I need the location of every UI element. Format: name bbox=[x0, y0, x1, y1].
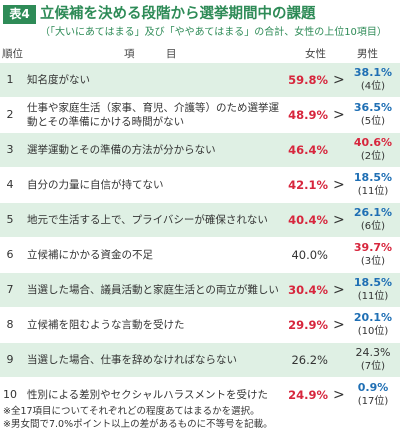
rank-number: 10 bbox=[3, 388, 17, 401]
rank-number: 6 bbox=[6, 248, 14, 261]
table-row: 9 当選した場合、仕事を辞めなければならない 26.2% 24.3% (7位) bbox=[0, 343, 400, 378]
table-number-badge: 表4 bbox=[3, 5, 36, 24]
rank-number: 2 bbox=[6, 108, 14, 121]
female-value: 30.4% bbox=[288, 283, 328, 297]
column-header-rank: 順位 bbox=[2, 48, 23, 60]
ranking-table: 1 知名度がない 59.8% >38.1% (4位) 2 仕事や家庭生活（家事、育児、介護等… bbox=[0, 63, 400, 413]
table-row: 4 自分の力量に自信が持てない 42.1% >18.5% (11位) bbox=[0, 168, 400, 203]
male-value: 18.5% bbox=[353, 171, 393, 184]
male-value: 20.1% bbox=[353, 311, 393, 324]
table-row: 10 性別による差別やセクシャルハラスメントを受けた 24.9% >0.9% (17位) bbox=[0, 378, 400, 413]
greater-than-sign: > bbox=[333, 282, 345, 298]
male-rank: (3位) bbox=[360, 256, 386, 267]
table-row: 5 地元で生活する上で、プライバシーが確保されない 40.4% >26.1% (6位) bbox=[0, 203, 400, 238]
male-cell: 38.1% (4位) bbox=[348, 65, 398, 94]
rank-number: 4 bbox=[6, 178, 14, 191]
item-text: 当選した場合、議員活動と家庭生活との両立が難しい bbox=[27, 284, 279, 296]
male-rank: (2位) bbox=[360, 151, 386, 162]
footnotes: ※全17項目についてそれぞれどの程度あてはまるかを選択。 ※男女間で7.0%ポイ… bbox=[3, 405, 273, 431]
female-value: 40.0% bbox=[291, 248, 328, 262]
female-value: 42.1% bbox=[288, 178, 328, 192]
male-cell: 36.5% (5位) bbox=[348, 100, 398, 129]
female-value: 48.9% bbox=[288, 108, 328, 122]
footnote: ※全17項目についてそれぞれどの程度あてはまるかを選択。 bbox=[3, 406, 260, 417]
male-rank: (4位) bbox=[360, 81, 386, 92]
male-value: 18.5% bbox=[353, 276, 393, 289]
table-subtitle: （「大いにあてはまる」及び「ややあてはまる」の合計、女性の上位10項目） bbox=[40, 27, 387, 38]
greater-than-sign: > bbox=[333, 387, 345, 403]
male-value: 38.1% bbox=[353, 66, 393, 79]
female-value: 24.9% bbox=[288, 388, 328, 402]
female-value: 40.4% bbox=[288, 213, 328, 227]
column-headers: 順位 項 目 女性 男性 bbox=[0, 46, 400, 62]
column-header-item: 項 目 bbox=[124, 48, 177, 60]
female-value: 59.8% bbox=[288, 73, 328, 87]
female-value: 46.4% bbox=[288, 143, 328, 157]
female-value: 26.2% bbox=[291, 353, 328, 367]
male-cell: 18.5% (11位) bbox=[348, 275, 398, 304]
male-rank: (6位) bbox=[360, 221, 386, 232]
male-value: 0.9% bbox=[357, 381, 389, 394]
greater-than-sign: > bbox=[333, 212, 345, 228]
item-text: 選挙運動とその準備の方法が分からない bbox=[27, 144, 216, 156]
male-rank: (11位) bbox=[357, 291, 389, 302]
male-value: 39.7% bbox=[353, 241, 393, 254]
rank-number: 5 bbox=[6, 213, 14, 226]
table-header: 表4 立候補を決める段階から選挙期間中の課題 （「大いにあてはまる」及び「ややあ… bbox=[0, 0, 400, 60]
male-value: 24.3% bbox=[355, 346, 391, 359]
item-text: 立候補を阻むような言動を受けた bbox=[27, 319, 185, 331]
male-cell: 20.1% (10位) bbox=[348, 310, 398, 339]
male-value: 36.5% bbox=[353, 101, 393, 114]
rank-number: 9 bbox=[6, 353, 14, 366]
male-cell: 24.3% (7位) bbox=[348, 345, 398, 374]
rank-number: 7 bbox=[6, 283, 14, 296]
table-row: 1 知名度がない 59.8% >38.1% (4位) bbox=[0, 63, 400, 98]
male-rank: (7位) bbox=[360, 361, 386, 372]
footnote: ※男女間で7.0%ポイント以上の差があるものに不等号を記載。 bbox=[3, 419, 273, 430]
male-cell: 18.5% (11位) bbox=[348, 170, 398, 199]
rank-number: 8 bbox=[6, 318, 14, 331]
rank-number: 1 bbox=[6, 73, 14, 86]
item-text: 知名度がない bbox=[27, 74, 90, 86]
male-rank: (11位) bbox=[357, 186, 389, 197]
male-cell: 26.1% (6位) bbox=[348, 205, 398, 234]
table-row: 8 立候補を阻むような言動を受けた 29.9% >20.1% (10位) bbox=[0, 308, 400, 343]
greater-than-sign: > bbox=[333, 107, 345, 123]
male-cell: 39.7% (3位) bbox=[348, 240, 398, 269]
rank-number: 3 bbox=[6, 143, 14, 156]
item-text: 立候補にかかる資金の不足 bbox=[27, 249, 153, 261]
item-text: 仕事や家庭生活（家事、育児、介護等）のため選挙運動とその準備にかける時間がない bbox=[27, 102, 279, 128]
greater-than-sign: > bbox=[333, 317, 345, 333]
table-row: 3 選挙運動とその準備の方法が分からない 46.4% 40.6% (2位) bbox=[0, 133, 400, 168]
item-text: 自分の力量に自信が持てない bbox=[27, 179, 164, 191]
male-value: 40.6% bbox=[353, 136, 393, 149]
item-text: 性別による差別やセクシャルハラスメントを受けた bbox=[27, 389, 268, 401]
column-header-male: 男性 bbox=[357, 48, 378, 60]
table-title: 立候補を決める段階から選挙期間中の課題 bbox=[40, 6, 316, 22]
item-text: 当選した場合、仕事を辞めなければならない bbox=[27, 354, 237, 366]
table-row: 7 当選した場合、議員活動と家庭生活との両立が難しい 30.4% >18.5% (11位… bbox=[0, 273, 400, 308]
male-value: 26.1% bbox=[353, 206, 393, 219]
item-text: 地元で生活する上で、プライバシーが確保されない bbox=[27, 214, 268, 226]
table-row: 2 仕事や家庭生活（家事、育児、介護等）のため選挙運動とその準備にかける時間がない… bbox=[0, 98, 400, 133]
table-row: 6 立候補にかかる資金の不足 40.0% 39.7% (3位) bbox=[0, 238, 400, 273]
male-rank: (17位) bbox=[357, 396, 389, 407]
male-rank: (5位) bbox=[360, 116, 386, 127]
male-cell: 40.6% (2位) bbox=[348, 135, 398, 164]
greater-than-sign: > bbox=[333, 177, 345, 193]
male-rank: (10位) bbox=[357, 326, 389, 337]
greater-than-sign: > bbox=[333, 72, 345, 88]
column-header-female: 女性 bbox=[305, 48, 326, 60]
male-cell: 0.9% (17位) bbox=[348, 380, 398, 409]
female-value: 29.9% bbox=[288, 318, 328, 332]
